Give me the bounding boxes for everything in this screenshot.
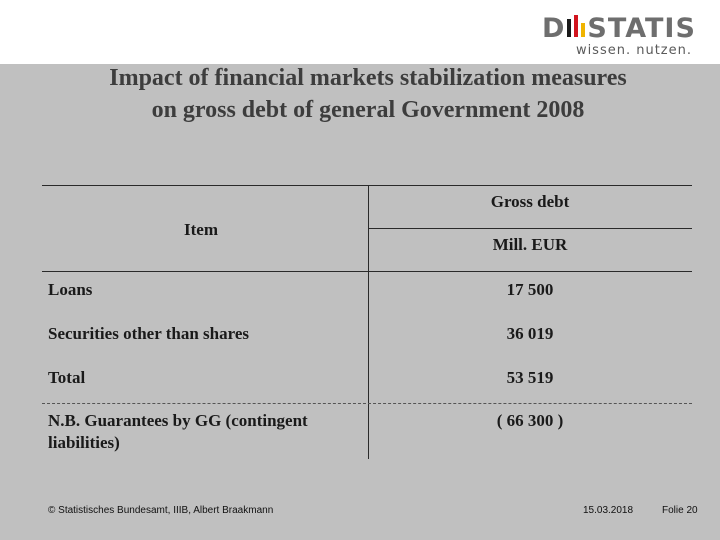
footer-copyright: © Statistisches Bundesamt, IIIB, Albert … (48, 505, 274, 516)
logo-text-right: STATIS (587, 13, 696, 44)
note-separator (42, 403, 692, 404)
flag-bars-icon (566, 15, 586, 37)
title-line-2: on gross debt of general Government 2008 (151, 97, 585, 123)
header-sub-rule (369, 228, 692, 229)
title-line-1: Impact of financial markets stabilizatio… (109, 65, 627, 91)
note-label-line-1: N.B. Guarantees by GG (contingent (48, 411, 308, 430)
row-value-loans: 17 500 (506, 280, 554, 299)
header-bottom-rule (42, 271, 692, 272)
row-value-securities: 36 019 (506, 324, 554, 343)
item-column-header: Item (184, 220, 218, 239)
table-top-rule (42, 185, 692, 186)
header-bar: D STATIS wissen. nutzen. (0, 0, 720, 64)
row-label-securities: Securities other than shares (48, 324, 250, 343)
logo-tagline: wissen. nutzen. (575, 43, 692, 58)
column-divider (368, 186, 369, 459)
logo-wordmark: D STATIS (542, 14, 696, 44)
logo-text-left: D (542, 13, 566, 44)
row-label-total: Total (48, 368, 86, 387)
row-label-loans: Loans (48, 280, 93, 299)
slide-title: Impact of financial markets stabilizatio… (0, 62, 720, 126)
row-value-total: 53 519 (506, 368, 554, 387)
destatis-logo: D STATIS wissen. nutzen. (542, 14, 695, 59)
note-label: N.B. Guarantees by GG (contingent liabil… (48, 410, 308, 454)
note-value: ( 66 300 ) (496, 411, 564, 430)
unit-header: Mill. EUR (492, 235, 568, 254)
note-label-line-2: liabilities) (48, 433, 120, 452)
gross-debt-header: Gross debt (490, 192, 570, 211)
footer-slide-number: Folie 20 (662, 505, 698, 516)
footer-date: 15.03.2018 (583, 505, 634, 516)
